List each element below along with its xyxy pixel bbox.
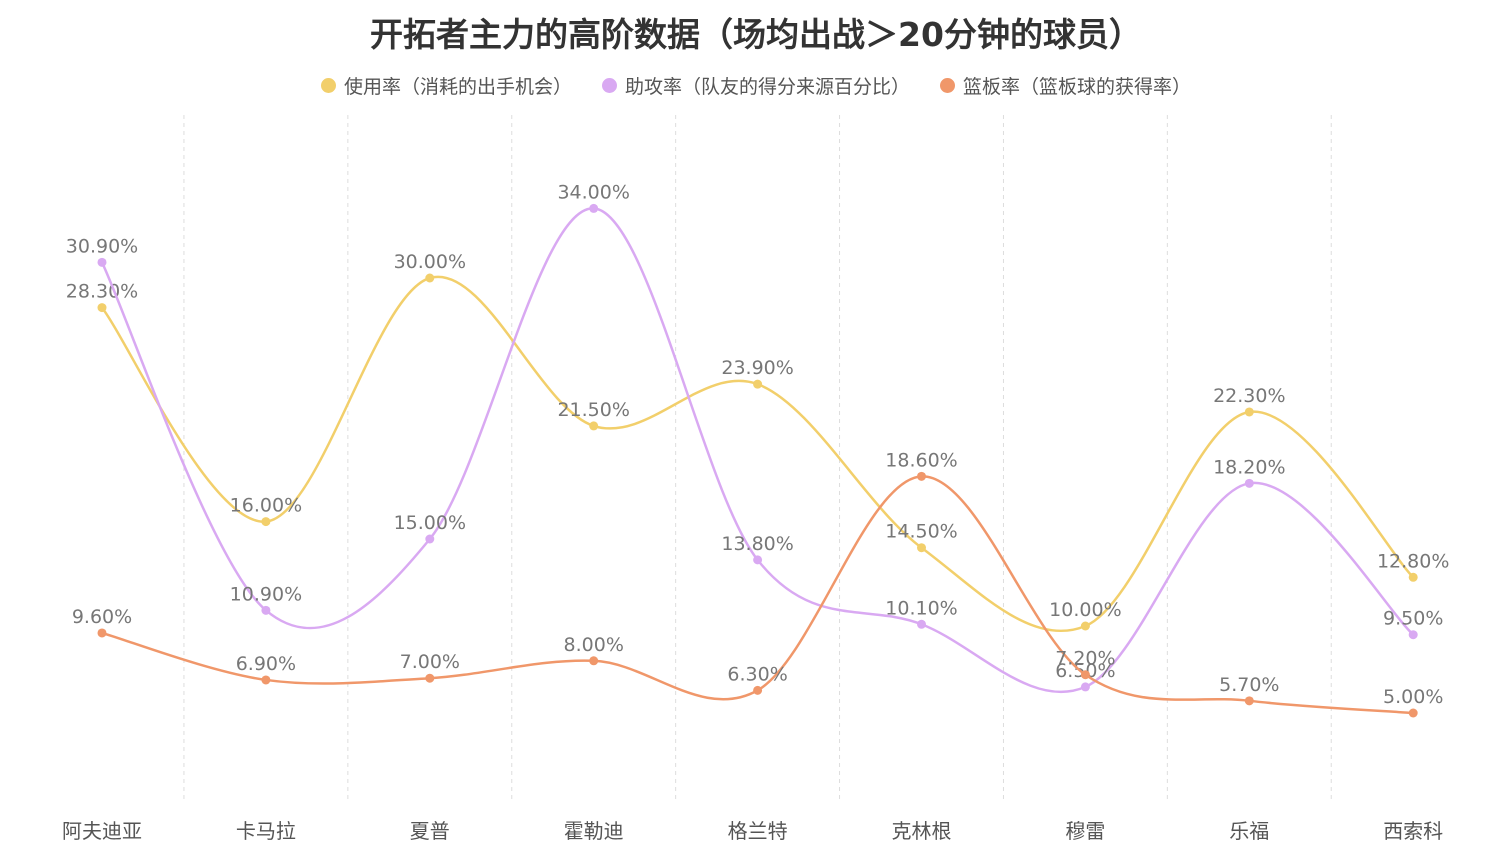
data-label-rebound: 18.60% bbox=[885, 449, 957, 471]
data-label-usage: 22.30% bbox=[1213, 385, 1285, 407]
data-label-assist: 18.20% bbox=[1213, 456, 1285, 478]
data-label-usage: 21.50% bbox=[557, 399, 629, 421]
data-point-assist bbox=[97, 257, 107, 267]
legend-label-usage: 使用率（消耗的出手机会） bbox=[343, 76, 572, 98]
data-label-usage: 10.00% bbox=[1049, 599, 1121, 621]
data-point-usage bbox=[1408, 572, 1418, 582]
data-label-usage: 28.30% bbox=[66, 281, 138, 303]
data-label-rebound: 6.90% bbox=[236, 653, 296, 675]
data-label-usage: 14.50% bbox=[885, 521, 957, 543]
data-point-rebound bbox=[753, 685, 763, 695]
data-point-usage bbox=[425, 273, 435, 283]
data-point-usage bbox=[261, 517, 271, 527]
chart-legend: 使用率（消耗的出手机会） 助攻率（队友的得分来源百分比） 篮板率（篮板球的获得率… bbox=[0, 72, 1512, 99]
x-tick-label: 乐福 bbox=[1229, 819, 1269, 843]
data-point-rebound bbox=[917, 471, 926, 481]
data-point-usage bbox=[753, 379, 763, 389]
data-label-usage: 12.80% bbox=[1377, 550, 1449, 572]
x-tick-label: 格兰特 bbox=[728, 819, 788, 843]
data-point-rebound bbox=[589, 656, 599, 666]
legend-label-assist: 助攻率（队友的得分来源百分比） bbox=[624, 76, 910, 98]
series-assist: 30.90%10.90%15.00%34.00%13.80%10.10%6.50… bbox=[66, 181, 1443, 694]
data-label-rebound: 8.00% bbox=[564, 634, 624, 656]
data-point-rebound bbox=[425, 673, 435, 683]
x-tick-label: 夏普 bbox=[410, 819, 450, 843]
x-tick-label: 霍勒迪 bbox=[564, 819, 624, 843]
legend-marker-assist bbox=[601, 78, 617, 93]
data-label-usage: 23.90% bbox=[721, 357, 793, 379]
x-tick-label: 克林根 bbox=[892, 819, 952, 843]
data-point-usage bbox=[1080, 621, 1090, 631]
data-label-rebound: 5.00% bbox=[1383, 686, 1443, 708]
series-line-rebound bbox=[101, 475, 1414, 715]
grid-lines bbox=[183, 115, 1332, 800]
series-line-usage bbox=[101, 275, 1415, 633]
legend-marker-rebound bbox=[940, 78, 955, 93]
data-point-assist bbox=[1080, 682, 1090, 692]
data-label-assist: 30.90% bbox=[66, 235, 138, 257]
data-label-assist: 10.10% bbox=[885, 597, 957, 619]
data-label-assist: 13.80% bbox=[721, 533, 793, 555]
x-tick-label: 西索科 bbox=[1383, 819, 1443, 843]
x-axis-labels: 阿夫迪亚 卡马拉 夏普 霍勒迪 格兰特 克林根 穆雷 乐福 西索科 bbox=[62, 819, 1443, 843]
data-label-usage: 30.00% bbox=[394, 251, 466, 273]
data-point-rebound bbox=[1408, 708, 1418, 718]
x-tick-label: 卡马拉 bbox=[236, 819, 296, 843]
series-usage: 28.30% 16.00% 30.00% 21.50% 23.90% 14.50% 10.0… bbox=[66, 251, 1449, 633]
data-point-assist bbox=[1408, 630, 1418, 640]
x-tick-label: 阿夫迪亚 bbox=[62, 819, 142, 843]
data-label-rebound: 5.70% bbox=[1219, 674, 1279, 696]
data-point-assist bbox=[753, 555, 763, 565]
data-point-usage bbox=[917, 543, 926, 553]
data-label-assist: 34.00% bbox=[557, 181, 629, 203]
data-label-assist: 9.50% bbox=[1383, 608, 1443, 630]
data-point-rebound bbox=[1244, 696, 1254, 706]
data-label-usage: 16.00% bbox=[230, 495, 302, 517]
data-point-assist bbox=[917, 619, 926, 629]
legend-label-rebound: 篮板率（篮板球的获得率） bbox=[963, 76, 1192, 98]
data-point-rebound bbox=[261, 675, 271, 685]
chart-title: 开拓者主力的高阶数据（场均出战＞20分钟的球员） bbox=[370, 15, 1142, 54]
data-point-assist bbox=[589, 203, 599, 213]
data-point-usage bbox=[589, 421, 599, 431]
data-point-assist bbox=[425, 534, 435, 544]
data-point-rebound bbox=[1080, 670, 1090, 680]
data-point-assist bbox=[1244, 478, 1254, 488]
data-point-rebound bbox=[97, 628, 107, 638]
legend-item-usage[interactable]: 使用率（消耗的出手机会） bbox=[320, 72, 572, 99]
data-point-usage bbox=[1244, 407, 1254, 417]
data-label-assist: 15.00% bbox=[394, 512, 466, 534]
data-label-rebound: 6.30% bbox=[727, 663, 787, 685]
data-label-rebound: 7.00% bbox=[400, 651, 460, 673]
legend-item-assist[interactable]: 助攻率（队友的得分来源百分比） bbox=[601, 72, 910, 99]
data-point-assist bbox=[261, 605, 271, 615]
data-point-usage bbox=[97, 303, 107, 313]
data-label-rebound: 9.60% bbox=[72, 606, 132, 628]
data-label-rebound: 7.20% bbox=[1055, 648, 1115, 670]
data-label-assist: 10.90% bbox=[230, 583, 302, 605]
x-tick-label: 穆雷 bbox=[1065, 819, 1105, 843]
legend-item-rebound[interactable]: 篮板率（篮板球的获得率） bbox=[940, 72, 1191, 99]
series-line-assist bbox=[100, 207, 1415, 694]
series-rebound: 9.60% 6.90% 7.00% 8.00% 6.30% 18.60% 7.20% 5.70… bbox=[72, 449, 1443, 718]
legend-marker-usage bbox=[320, 78, 336, 93]
